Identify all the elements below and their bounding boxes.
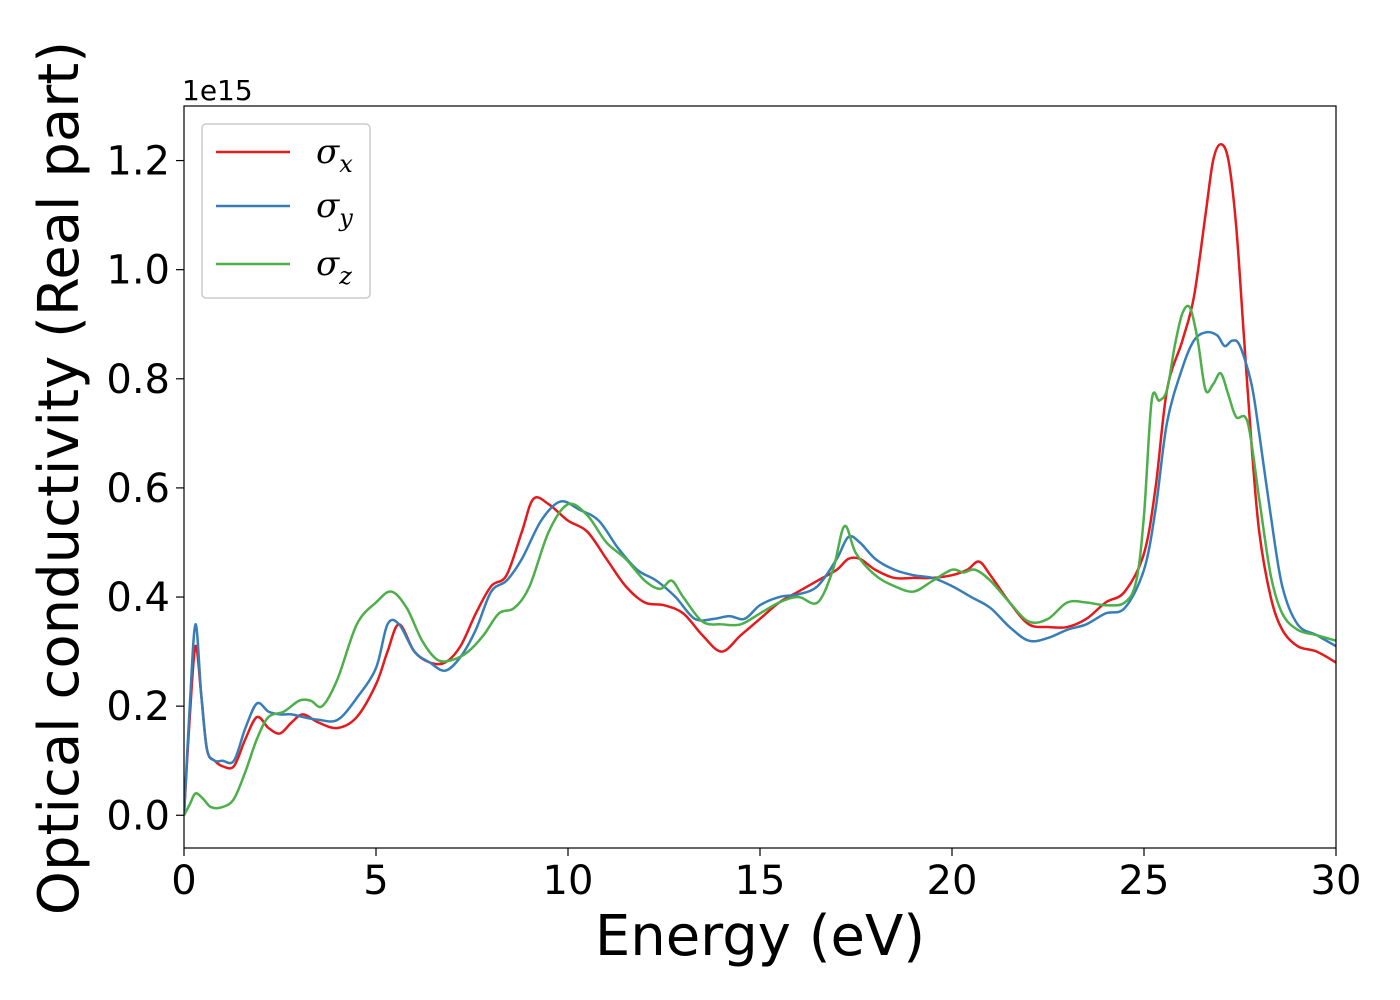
y-tick-label: 0.4 (106, 575, 170, 621)
series-line-z (184, 304, 1336, 816)
x-tick-label: 25 (1119, 858, 1170, 904)
series-line-x (184, 142, 1336, 816)
legend-label-x: σx (316, 132, 353, 178)
y-tick-label: 1.0 (106, 248, 170, 294)
y-offset-label: 1e15 (182, 74, 253, 107)
x-tick-label: 5 (363, 858, 388, 904)
y-tick-label: 1.2 (106, 139, 170, 185)
x-tick-label: 0 (171, 858, 196, 904)
x-axis: 0 5 10 15 20 25 30 (171, 848, 1361, 904)
legend-label-y: σy (316, 186, 353, 232)
x-tick-label: 15 (735, 858, 786, 904)
plot-lines (184, 142, 1336, 816)
series-line-y (184, 330, 1336, 816)
y-tick-label: 0.2 (106, 684, 170, 730)
legend-box (201, 123, 371, 299)
y-axis: 0.0 0.2 0.4 0.6 0.8 1.0 1.2 (106, 139, 184, 839)
legend-label-z: σz (316, 244, 352, 290)
x-tick-label: 20 (927, 858, 978, 904)
legend: σx σy σz (201, 123, 371, 299)
x-tick-label: 10 (543, 858, 594, 904)
x-tick-label: 30 (1311, 858, 1362, 904)
y-tick-label: 0.0 (106, 793, 170, 839)
y-axis-label: Optical conductivity (Real part) (27, 41, 92, 915)
y-tick-label: 0.6 (106, 466, 170, 512)
x-axis-label: Energy (eV) (595, 904, 925, 969)
y-tick-label: 0.8 (106, 357, 170, 403)
